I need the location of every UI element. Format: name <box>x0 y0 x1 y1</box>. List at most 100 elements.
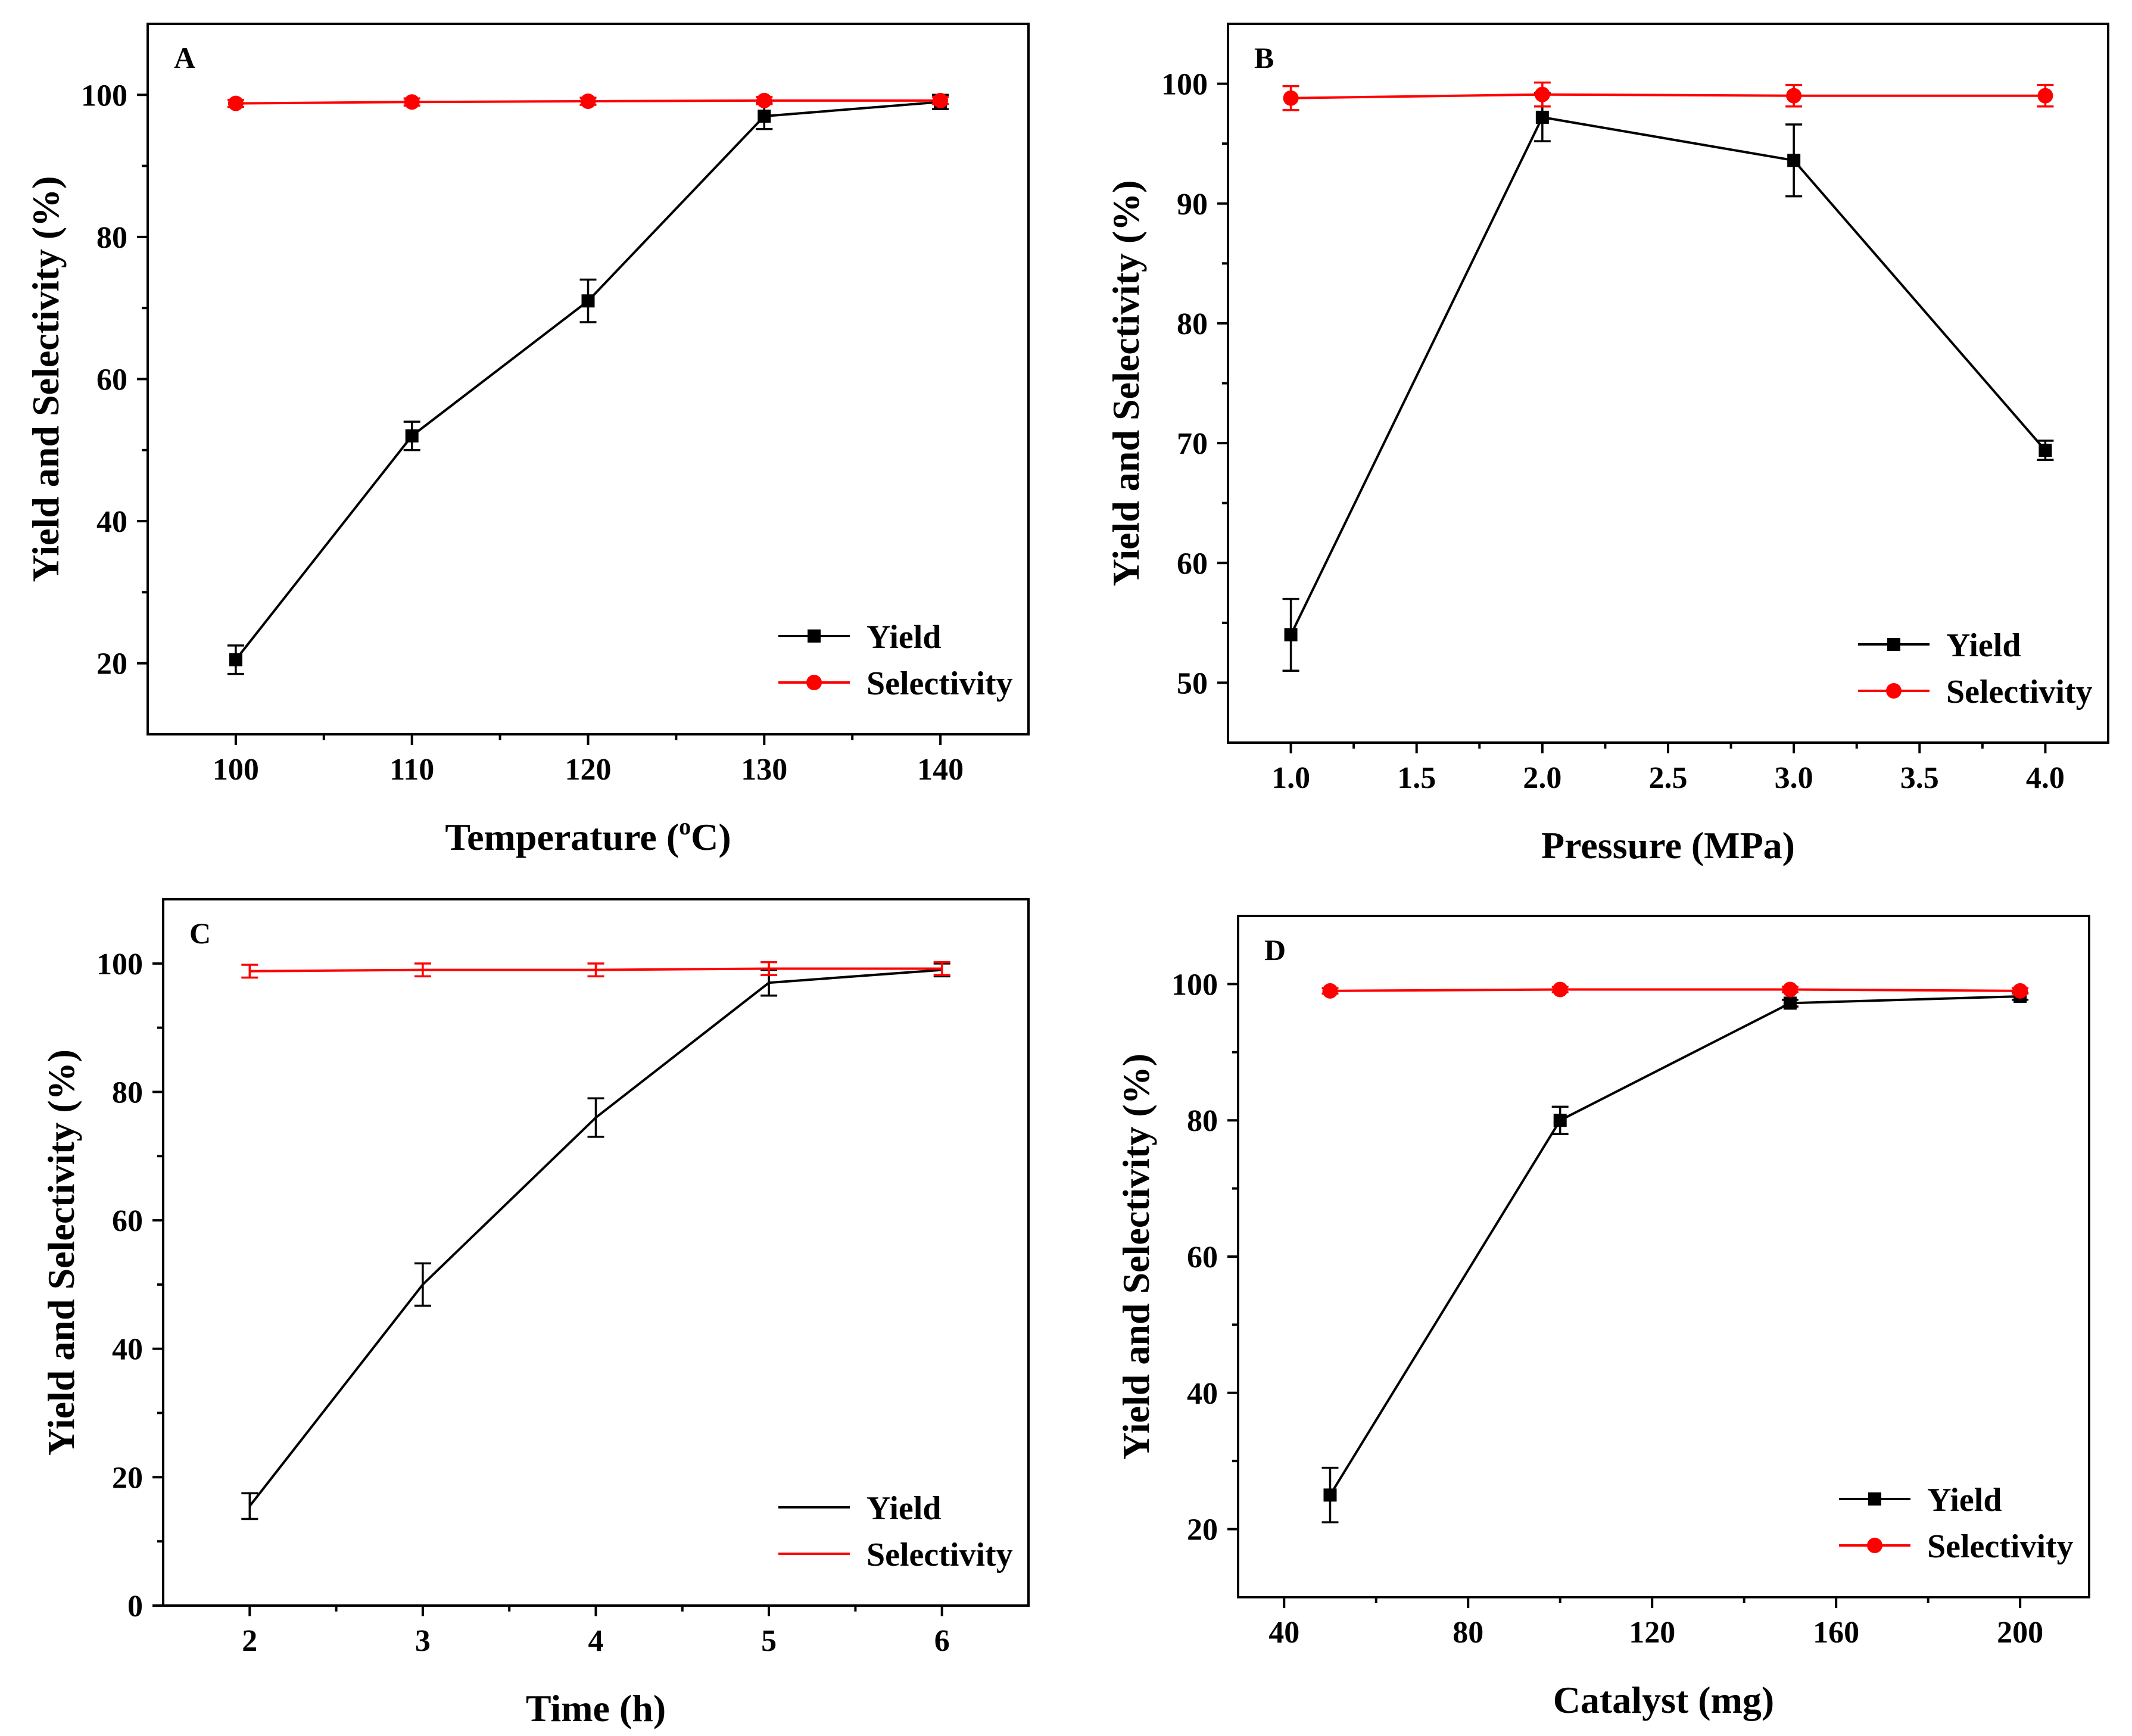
panel-d-xtick-label: 80 <box>1452 1616 1483 1650</box>
panel-a-yield-series <box>227 93 949 675</box>
panel-c-legend-yield-label: Yield <box>866 1490 941 1527</box>
panel-a-yield-point <box>229 653 242 666</box>
panel-b-xtick-label: 4.0 <box>2026 761 2065 795</box>
panel-d-ytick-label: 40 <box>1187 1377 1218 1411</box>
panel-d-selectivity-point <box>1322 983 1338 999</box>
panel-d-yield-series <box>1321 989 2029 1523</box>
panel-b-yield-point <box>1787 154 1801 167</box>
panel-a-legend-yield-marker <box>808 629 821 643</box>
panel-a-xlabel-sup: o <box>679 813 691 840</box>
panel-a-ytick-label: 80 <box>96 221 127 255</box>
panel-d: 40 80 120 160 200 20 40 60 80 100 Catalyst (mg) Yie… <box>1115 915 2090 1721</box>
panel-a-selectivity-point <box>404 94 420 110</box>
panel-b-legend-yield-marker <box>1887 638 1900 651</box>
panel-b-legend-selectivity: Selectivity <box>1858 674 2093 710</box>
panel-c-ytick-label: 80 <box>112 1076 143 1109</box>
panel-c-selectivity-errorbar <box>414 962 431 978</box>
panel-a-legend-selectivity-label: Selectivity <box>866 665 1013 702</box>
panel-a-legend-yield-label: Yield <box>866 619 941 656</box>
panel-d-xlabel: Catalyst (mg) <box>1553 1679 1774 1721</box>
panel-a-legend-selectivity: Selectivity <box>778 665 1013 702</box>
panel-b-yield-line <box>1289 116 2046 635</box>
panel-b-ytick-label: 100 <box>1161 68 1208 102</box>
panel-a-yield-point <box>581 294 595 308</box>
panel-c-legend-yield: Yield <box>778 1490 941 1527</box>
panel-c-ytick-label: 20 <box>112 1461 143 1495</box>
panel-c-selectivity-errorbar <box>587 962 604 978</box>
panel-a-letter: A <box>174 41 195 74</box>
panel-a-legend-yield: Yield <box>778 619 941 656</box>
panel-d-yield-line <box>1329 995 2021 1496</box>
panel-c-ylabel: Yield and Selectivity (%) <box>40 1049 82 1456</box>
panel-d-selectivity-series <box>1321 981 2029 999</box>
panel-b-xtick-label: 1.5 <box>1397 761 1436 795</box>
panel-b: 1.0 1.5 2.0 2.5 3.0 3.5 4.0 50 60 70 80 90 100 Pressu… <box>1105 23 2109 867</box>
panel-c-ytick-label: 40 <box>112 1333 143 1367</box>
panel-c-ytick-label: 60 <box>112 1204 143 1238</box>
panel-a-xtick-label: 130 <box>741 753 787 787</box>
panel-a-ytick-label: 40 <box>96 505 127 539</box>
panel-c-legend-selectivity-label: Selectivity <box>866 1536 1013 1573</box>
panel-d-legend-selectivity-label: Selectivity <box>1927 1528 2074 1565</box>
panel-c-yield-errorbar <box>414 1262 431 1307</box>
panel-b-xtick-label: 2.0 <box>1523 761 1561 795</box>
panel-d-selectivity-point <box>2012 983 2028 999</box>
panel-b-legend-selectivity-label: Selectivity <box>1946 674 2093 710</box>
panel-d-selectivity-point <box>1552 981 1568 998</box>
panel-b-yield-series <box>1282 92 2054 672</box>
panel-b-xtick-label: 1.0 <box>1271 761 1310 795</box>
panel-a-ytick-label: 20 <box>96 647 127 681</box>
panel-a-selectivity-point <box>580 93 596 110</box>
panel-c-selectivity-errorbar <box>241 964 258 979</box>
panel-a-ytick-label: 100 <box>81 79 127 113</box>
panel-d-selectivity-point <box>1782 981 1798 998</box>
panel-b-legend-yield-label: Yield <box>1946 627 2021 664</box>
panel-b-selectivity-point <box>1534 86 1550 102</box>
panel-d-ytick-label: 60 <box>1187 1241 1218 1274</box>
panel-a-xlabel: Temperature (oC) <box>445 813 731 858</box>
panel-c-yield-line <box>248 968 942 1507</box>
panel-c-yield-errorbar <box>587 1097 604 1138</box>
panel-a-selectivity-point <box>933 92 949 108</box>
panel-d-ytick-label: 20 <box>1187 1513 1218 1547</box>
panel-c-xtick-label: 2 <box>242 1624 257 1658</box>
panel-b-legend-selectivity-marker <box>1886 683 1902 699</box>
panel-c-ytick-label: 100 <box>96 948 143 981</box>
panel-c-xlabel: Time (h) <box>526 1687 666 1729</box>
panel-b-ytick-label: 90 <box>1177 188 1208 222</box>
panel-c-selectivity-series <box>241 961 950 979</box>
panel-a-selectivity-point <box>227 95 244 111</box>
panel-d-ylabel: Yield and Selectivity (%) <box>1115 1054 1157 1460</box>
panel-b-yield-point <box>2039 444 2052 457</box>
panel-a: 100 110 120 130 140 20 40 60 80 100 Temperature (o… <box>24 23 1030 858</box>
panel-b-selectivity-point <box>1786 88 1802 104</box>
panel-b-ytick-label: 60 <box>1177 547 1208 581</box>
panel-a-xtick-label: 110 <box>389 753 434 787</box>
panel-d-selectivity-line <box>1330 988 2021 992</box>
panel-a-selectivity-point <box>756 92 772 108</box>
panel-b-xlabel: Pressure (MPa) <box>1541 824 1795 867</box>
panel-c-xtick-label: 4 <box>588 1624 604 1658</box>
panel-d-legend-yield-label: Yield <box>1927 1482 2002 1519</box>
panel-b-letter: B <box>1254 41 1274 74</box>
panel-b-selectivity-point <box>1283 90 1299 106</box>
panel-a-ytick-label: 60 <box>96 363 127 397</box>
panel-b-ytick-label: 70 <box>1177 427 1208 461</box>
panel-c-letter: C <box>189 917 211 950</box>
panel-b-ytick-label: 80 <box>1177 307 1208 341</box>
panel-c-ytick-label: 0 <box>127 1589 143 1623</box>
panel-d-xtick-label: 120 <box>1629 1616 1675 1650</box>
panel-d-legend-selectivity-marker <box>1867 1538 1882 1553</box>
panel-a-yield-line <box>235 101 941 660</box>
panel-d-yield-point <box>1323 1488 1337 1502</box>
panel-b-xtick-label: 3.0 <box>1775 761 1813 795</box>
panel-d-xtick-label: 200 <box>1997 1616 2043 1650</box>
panel-b-ytick-label: 50 <box>1177 666 1208 700</box>
panel-a-xlabel-suffix: C) <box>691 816 731 858</box>
panel-c-selectivity-errorbar <box>760 961 778 976</box>
panel-d-letter: D <box>1264 933 1286 967</box>
panel-a-selectivity-series <box>227 92 949 111</box>
panel-b-selectivity-point <box>2037 88 2053 104</box>
